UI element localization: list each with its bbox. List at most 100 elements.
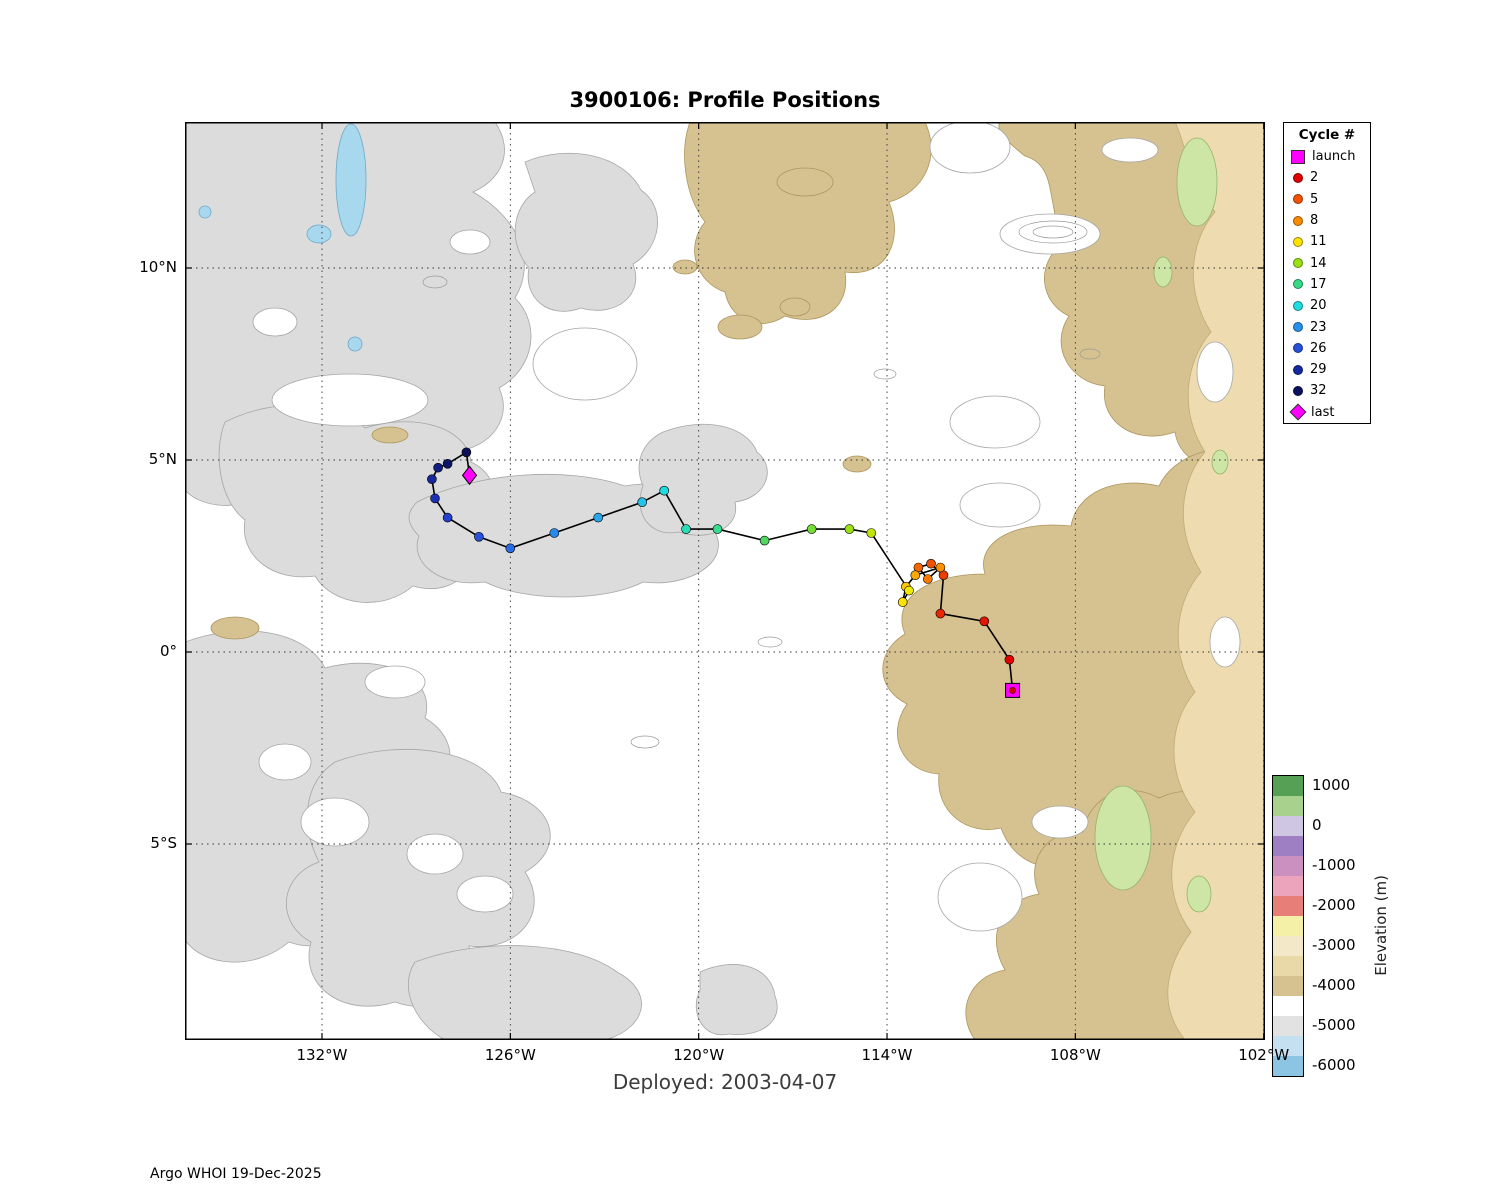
profile-position-marker	[430, 493, 440, 504]
legend-entry: last	[1284, 402, 1370, 423]
tan-patch	[371, 426, 409, 444]
legend-entry-label: 32	[1310, 383, 1327, 399]
profile-position-marker	[866, 528, 877, 538]
legend-entry-label: 11	[1310, 234, 1327, 250]
ocean-hole	[929, 122, 1011, 174]
profile-position-marker	[442, 458, 453, 469]
profile-position-marker	[637, 497, 648, 508]
profile-position-marker	[659, 485, 670, 496]
colorbar-tick-label: -4000	[1312, 976, 1356, 994]
legend-dot-marker	[1293, 215, 1303, 226]
colorbar-band	[1273, 1016, 1303, 1036]
tan-region-top-wedge	[684, 122, 932, 324]
legend-entry: 26	[1284, 338, 1370, 359]
deep-basin-blue	[198, 205, 212, 219]
colorbar-band	[1273, 776, 1303, 796]
colorbar-band	[1273, 856, 1303, 876]
ocean-hole	[364, 665, 426, 699]
legend-dot-marker	[1293, 194, 1303, 205]
legend-entry: 2	[1284, 167, 1370, 188]
legend-entry-label: 5	[1310, 191, 1319, 207]
legend-entry-label: 26	[1310, 340, 1327, 356]
ocean-hole	[532, 327, 638, 401]
colorbar-band	[1273, 836, 1303, 856]
y-axis-tick-label: 10°N	[139, 258, 177, 276]
legend-rows: launch 2 5 8 11 14 17 20 23 26 29 32 last	[1284, 146, 1370, 423]
legend-entry-label: 20	[1310, 298, 1327, 314]
elevation-colorbar	[1272, 775, 1304, 1077]
profile-position-marker	[461, 447, 472, 458]
contour-line	[1018, 220, 1088, 244]
colorbar-band	[1273, 796, 1303, 816]
colorbar-tick-label: 0	[1312, 816, 1322, 834]
deep-basin-blue	[347, 336, 363, 352]
legend-entry: 23	[1284, 316, 1370, 337]
profile-position-marker	[442, 512, 453, 523]
tan-island	[842, 455, 872, 473]
legend-entry: 8	[1284, 210, 1370, 231]
tan-island	[779, 297, 811, 317]
last-position-marker	[461, 465, 478, 486]
ocean-hole	[449, 229, 491, 255]
legend-entry: 11	[1284, 231, 1370, 252]
legend-dot-marker	[1293, 236, 1303, 247]
ocean-hole	[271, 373, 429, 427]
ocean-hole	[999, 213, 1101, 255]
colorbar-axis-label: Elevation (m)	[1372, 874, 1390, 976]
legend-dot-marker	[1293, 258, 1303, 269]
legend-dot-marker	[1293, 385, 1303, 396]
colorbar-band	[1273, 896, 1303, 916]
ocean-hole	[1209, 616, 1241, 668]
colorbar-tick-label: -2000	[1312, 896, 1356, 914]
profile-position-marker	[1004, 654, 1015, 665]
light-tan-east-strip	[1167, 122, 1265, 1040]
x-axis-tick-label: 114°W	[861, 1046, 913, 1064]
legend-entry: 5	[1284, 189, 1370, 210]
profile-position-marker	[433, 462, 443, 473]
deep-basin-blue	[306, 224, 332, 244]
colorbar-band	[1273, 996, 1303, 1016]
profile-position-marker	[712, 524, 723, 534]
legend-entry-label: 17	[1310, 276, 1327, 292]
legend-entry: 17	[1284, 274, 1370, 295]
ocean-hole	[258, 743, 312, 781]
green-elevation-patch	[1176, 137, 1218, 227]
legend-entry-label: 8	[1310, 213, 1319, 229]
figure-title: 3900106: Profile Positions	[569, 88, 881, 112]
colorbar-band	[1273, 976, 1303, 996]
ocean-hole	[1196, 341, 1234, 403]
plot-frame	[185, 122, 1265, 1040]
x-axis-tick-label: 108°W	[1049, 1046, 1101, 1064]
contour-line	[1032, 225, 1074, 239]
green-elevation-patch	[1094, 785, 1152, 891]
colorbar-tick-label: 1000	[1312, 776, 1351, 794]
legend-entry: 20	[1284, 295, 1370, 316]
colorbar-band	[1273, 1036, 1303, 1056]
legend-entry-label: 29	[1310, 362, 1327, 378]
colorbar-label-wrap: Elevation (m)	[1372, 775, 1390, 1075]
profile-position-marker	[681, 524, 691, 534]
ocean-hole	[1101, 137, 1159, 163]
legend-diamond-marker	[1289, 403, 1307, 421]
y-axis-tick-label: 0°	[159, 642, 177, 660]
profile-position-marker	[897, 597, 908, 607]
tan-island	[717, 314, 763, 340]
profile-position-marker	[593, 512, 604, 523]
ocean-hole	[252, 307, 298, 337]
legend-dot-marker	[1293, 364, 1303, 375]
contour-line	[1079, 348, 1101, 360]
legend-entry-label: last	[1311, 404, 1335, 420]
x-axis-tick-label: 102°W	[1238, 1046, 1290, 1064]
deep-basin-blue	[335, 123, 367, 237]
profile-position-marker	[910, 570, 921, 581]
profile-position-marker	[505, 543, 516, 554]
y-axis-tick-label: 5°S	[150, 834, 177, 852]
green-elevation-patch	[1211, 449, 1229, 475]
legend-dot-marker	[1293, 279, 1303, 290]
legend-entry: 14	[1284, 252, 1370, 273]
colorbar-band	[1273, 956, 1303, 976]
footer-credit: Argo WHOI 19-Dec-2025	[150, 1166, 322, 1182]
bathymetry-layer	[185, 122, 1265, 1040]
legend-entry-label: 23	[1310, 319, 1327, 335]
